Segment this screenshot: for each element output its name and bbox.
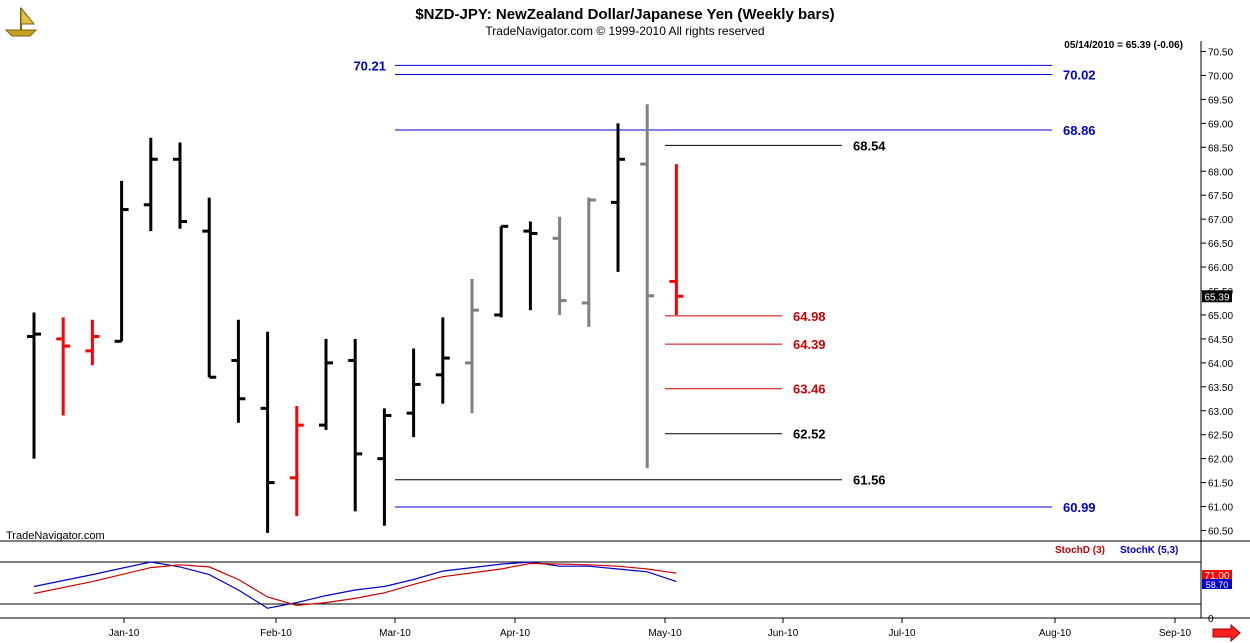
last-price-label: 65.39: [1204, 292, 1229, 303]
x-tick-label: Sep-10: [1159, 628, 1192, 639]
level-label: 64.98: [793, 309, 826, 324]
chart-subtitle: TradeNavigator.com © 1999-2010 All right…: [485, 24, 764, 38]
scroll-right-arrow-icon[interactable]: [1212, 623, 1241, 643]
level-label: 60.99: [1063, 500, 1096, 515]
y-tick-label: 60.50: [1208, 527, 1233, 538]
y-tick-label: 70.50: [1208, 48, 1233, 59]
level-label: 68.54: [853, 138, 886, 153]
stochk-line: [33, 561, 677, 609]
y-tick-label: 64.00: [1208, 359, 1233, 370]
y-tick-label: 68.50: [1208, 143, 1233, 154]
y-tick-label: 63.00: [1208, 407, 1233, 418]
stochk-legend: StochK (5,3): [1120, 545, 1178, 556]
ohlc-bar: [523, 221, 538, 311]
y-tick-label: 67.00: [1208, 215, 1233, 226]
ohlc-bar: [465, 279, 479, 414]
level-label: 62.52: [793, 427, 826, 442]
ohlc-bar: [348, 338, 363, 512]
x-tick-label: Aug-10: [1039, 628, 1072, 639]
x-tick-label: May-10: [648, 628, 682, 639]
ohlc-bar: [494, 224, 509, 318]
ohlc-bar: [27, 312, 41, 459]
ohlc-bar: [173, 142, 187, 229]
last-price-tag: 65.39: [1202, 290, 1232, 303]
level-label: 63.46: [793, 382, 826, 397]
y-tick-label: 61.00: [1208, 503, 1233, 514]
level-label: 70.02: [1063, 67, 1096, 82]
stochd-legend: StochD (3): [1055, 545, 1105, 556]
y-tick-label: 62.50: [1208, 431, 1233, 442]
ohlc-bars: [27, 104, 684, 533]
indicator-zero-label: 0: [1208, 614, 1214, 625]
y-tick-label: 62.00: [1208, 455, 1233, 466]
ohlc-bar: [114, 180, 129, 343]
tradenavigator-logo: [4, 6, 38, 37]
ohlc-bar: [202, 197, 217, 379]
ohlc-bar: [640, 104, 655, 469]
indicator-legend: StochD (3) StochK (5,3): [1055, 545, 1178, 556]
ohlc-bar: [581, 197, 596, 327]
x-tick-label: Mar-10: [379, 628, 411, 639]
stochk-value-label: 58.70: [1206, 580, 1229, 590]
x-tick-label: Jan-10: [109, 628, 140, 639]
x-tick-label: Jul-10: [888, 628, 916, 639]
ohlc-bar: [435, 317, 450, 404]
x-tick-label: Feb-10: [260, 628, 292, 639]
watermark: TradeNavigator.com: [6, 530, 105, 542]
ohlc-bar: [377, 408, 392, 526]
ohlc-bar: [231, 319, 246, 423]
y-tick-label: 66.00: [1208, 263, 1233, 274]
ohlc-bar: [289, 405, 304, 517]
ohlc-bar: [56, 317, 71, 416]
stochd-line: [33, 562, 677, 607]
level-label: 68.86: [1063, 123, 1096, 138]
y-tick-label: 68.00: [1208, 167, 1233, 178]
ohlc-bar: [406, 348, 421, 438]
level-label: 70.21: [353, 58, 386, 73]
y-tick-label: 69.50: [1208, 95, 1233, 106]
ohlc-bar: [669, 164, 684, 315]
stochastic-indicator: [0, 561, 1201, 609]
support-resistance-levels: 70.21 70.02 68.86 68.54 64.98 64.39 63.46 62.52…: [353, 58, 1095, 515]
ohlc-bar: [552, 216, 567, 315]
x-tick-label: Jun-10: [768, 628, 799, 639]
time-axis: Jan-10 Feb-10 Mar-10 Apr-10 May-10 Jun-10 Jul-…: [109, 618, 1192, 639]
level-label: 64.39: [793, 337, 826, 352]
stochd-value-label: 71.00: [1204, 571, 1229, 582]
ohlc-bar: [611, 123, 625, 272]
x-tick-label: Apr-10: [500, 628, 530, 639]
ohlc-bar: [260, 331, 275, 533]
y-tick-label: 70.00: [1208, 71, 1233, 82]
y-tick-label: 65.00: [1208, 311, 1233, 322]
price-axis: 70.50 70.00 69.50 69.00 68.50 68.00 67.50 67.00…: [1201, 48, 1233, 538]
ohlc-bar: [143, 137, 158, 232]
y-tick-label: 64.50: [1208, 335, 1233, 346]
ohlc-bar: [319, 338, 333, 430]
y-tick-label: 67.50: [1208, 191, 1233, 202]
price-quote: 05/14/2010 = 65.39 (-0.06): [1064, 40, 1183, 51]
chart-title: $NZD-JPY: NewZealand Dollar/Japanese Yen…: [415, 6, 834, 23]
y-tick-label: 66.50: [1208, 239, 1233, 250]
level-label: 61.56: [853, 473, 886, 488]
y-tick-label: 61.50: [1208, 479, 1233, 490]
indicator-value-tags: 71.00 58.70: [1202, 570, 1232, 590]
y-tick-label: 69.00: [1208, 119, 1233, 130]
y-tick-label: 63.50: [1208, 383, 1233, 394]
ohlc-bar: [85, 319, 100, 366]
